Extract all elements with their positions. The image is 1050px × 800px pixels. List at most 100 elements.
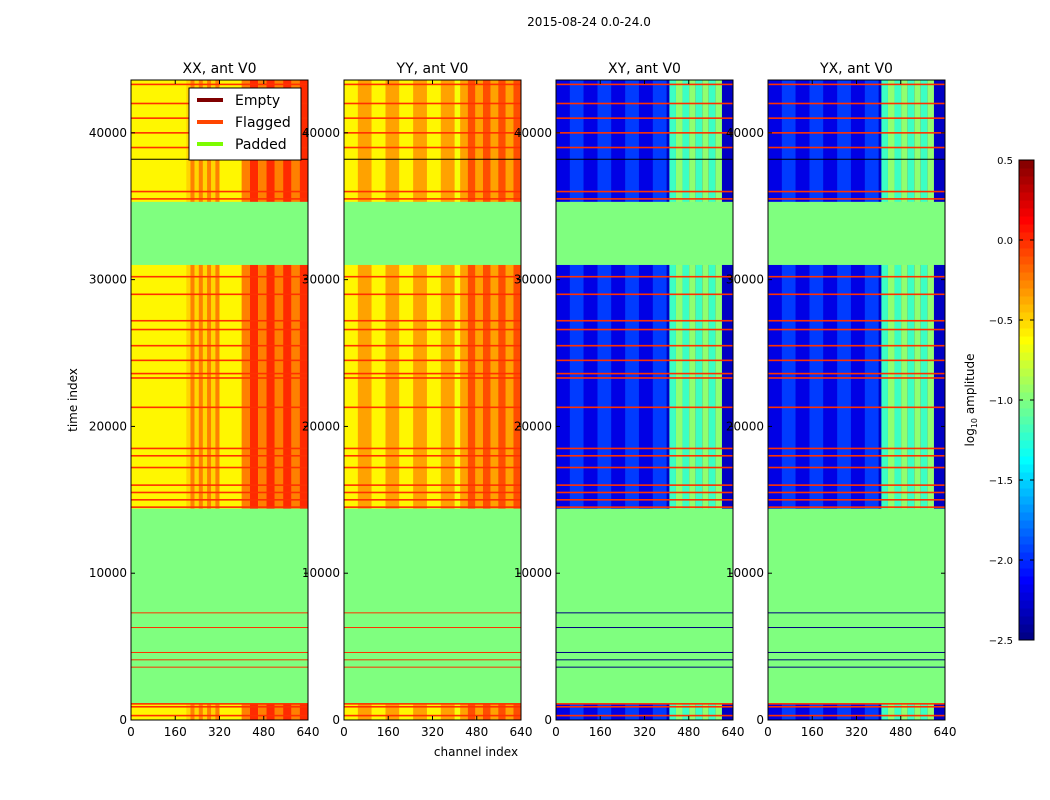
colorbar-segment [1019, 376, 1034, 385]
flagged-line [768, 466, 945, 469]
y-tick-label: 20000 [89, 419, 127, 433]
flagged-line [344, 132, 521, 134]
x-tick-label: 0 [764, 725, 772, 739]
heatmap-channel-band [194, 80, 199, 720]
colorbar-segment [1019, 240, 1034, 249]
heatmap-channel-band [702, 80, 709, 720]
padded-line [556, 612, 733, 614]
colorbar-segment [1019, 208, 1034, 217]
padded-region [344, 201, 521, 265]
flagged-line [768, 714, 945, 717]
padded-line [768, 659, 945, 661]
flagged-line [344, 198, 521, 200]
colorbar-segment [1019, 464, 1034, 473]
padded-line [556, 666, 733, 668]
padded-line [768, 666, 945, 668]
y-tick-label: 10000 [302, 566, 340, 580]
heatmap-channel-band [482, 80, 491, 720]
padded-line [768, 612, 945, 614]
colorbar-segment [1019, 416, 1034, 425]
x-tick-label: 0 [552, 725, 560, 739]
flagged-line [556, 466, 733, 469]
heatmap-channel-band [460, 80, 468, 720]
heatmap-channel-band [258, 80, 267, 720]
flagged-line [131, 198, 308, 200]
panel-title: YX, ant V0 [819, 61, 893, 77]
flagged-line [344, 491, 521, 494]
flagged-line [556, 319, 733, 322]
colorbar-segment [1019, 624, 1034, 633]
colorbar-segment [1019, 592, 1034, 601]
colorbar-segment [1019, 632, 1034, 641]
flagged-line [556, 132, 733, 134]
flagged-line [131, 406, 308, 409]
heatmap-channel-band [914, 80, 921, 720]
flagged-line [344, 190, 521, 193]
flagged-line [556, 102, 733, 105]
panel-1: YY, ant V0 0 160 320 480 640 0 10000 20000 30000 4… [302, 61, 533, 739]
padded-line [344, 666, 521, 668]
padded-region [556, 201, 733, 265]
x-tick-label: 160 [589, 725, 612, 739]
colorbar-tick-label: −2.5 [989, 636, 1013, 647]
flagged-line [556, 344, 733, 347]
colorbar-segment [1019, 392, 1034, 401]
flagged-line [768, 372, 945, 375]
heatmap-channel-band [283, 80, 292, 720]
padded-line [344, 627, 521, 629]
flagged-line [344, 372, 521, 375]
flagged-line [344, 328, 521, 331]
y-tick-label: 30000 [726, 273, 764, 287]
padded-line [344, 651, 521, 653]
flagged-line [768, 146, 945, 149]
padded-line [556, 659, 733, 661]
flagged-line [344, 275, 521, 278]
flagged-line [556, 275, 733, 278]
colorbar-segment [1019, 608, 1034, 617]
flagged-line [768, 377, 945, 379]
x-tick-label: 640 [934, 725, 957, 739]
heatmap-channel-band [894, 80, 902, 720]
flagged-line [344, 83, 521, 86]
flagged-line [768, 83, 945, 86]
y-tick-label: 10000 [726, 566, 764, 580]
colorbar-tick-label: −0.5 [989, 316, 1013, 327]
colorbar-segment [1019, 232, 1034, 241]
colorbar-segment [1019, 304, 1034, 313]
colorbar-segment [1019, 352, 1034, 361]
heatmap-channel-band [186, 80, 191, 720]
heatmap-channel-band [475, 80, 483, 720]
colorbar-segment [1019, 344, 1034, 353]
flagged-line [344, 117, 521, 119]
colorbar-segment [1019, 264, 1034, 273]
flagged-line [556, 83, 733, 86]
flagged-line [131, 344, 308, 347]
colorbar-segment [1019, 552, 1034, 561]
heatmap-channel-band [299, 80, 308, 720]
x-tick-label: 480 [889, 725, 912, 739]
flagged-line [131, 466, 308, 469]
flagged-line [556, 293, 733, 296]
colorbar-tick-label: −1.5 [989, 476, 1013, 487]
colorbar-segment [1019, 320, 1034, 329]
padded-line [131, 612, 308, 614]
padded-line [556, 627, 733, 629]
colorbar-segment [1019, 384, 1034, 393]
colorbar-segment [1019, 616, 1034, 625]
heatmap-channel-band [249, 80, 259, 720]
heatmap-channel-band [241, 80, 250, 720]
padded-line [768, 651, 945, 653]
heatmap-channel-band [887, 80, 895, 720]
flagged-line [131, 703, 308, 705]
padded-line [556, 651, 733, 653]
flagged-line [344, 466, 521, 469]
heatmap-channel-band [207, 80, 212, 720]
colorbar-segment [1019, 472, 1034, 481]
padded-line [131, 651, 308, 653]
colorbar-segment [1019, 528, 1034, 537]
x-tick-label: 160 [164, 725, 187, 739]
flagged-line [344, 146, 521, 149]
colorbar-segment [1019, 360, 1034, 369]
x-tick-label: 640 [722, 725, 745, 739]
flagged-line [556, 117, 733, 119]
